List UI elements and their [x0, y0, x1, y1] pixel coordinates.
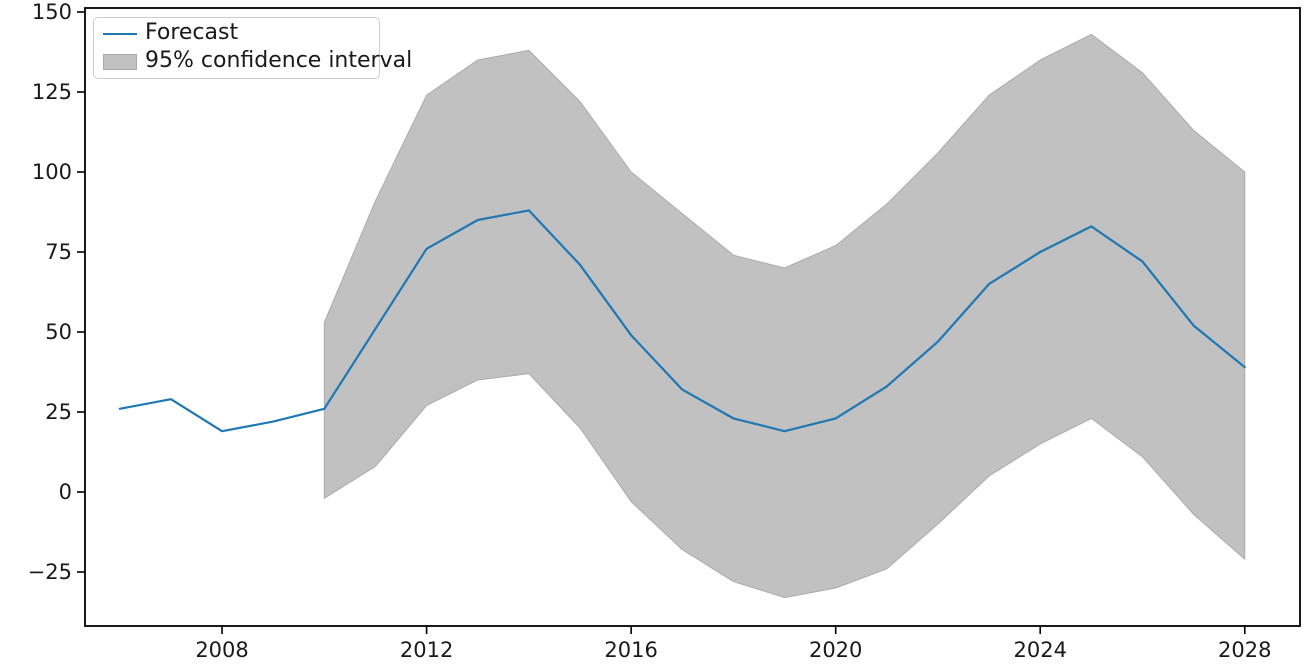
- y-tick-label: 50: [45, 320, 72, 344]
- legend-entry-confidence-interval: 95% confidence interval: [94, 48, 412, 75]
- confidence-band-swatch: [103, 53, 137, 70]
- forecast-line-swatch: [103, 33, 137, 36]
- x-tick-label: 2028: [1218, 638, 1271, 662]
- legend-label-confidence-interval: 95% confidence interval: [145, 47, 413, 73]
- y-tick-label: 75: [45, 240, 72, 264]
- y-tick-label: −25: [28, 560, 72, 584]
- x-tick-label: 2016: [604, 638, 657, 662]
- y-tick-label: 100: [32, 160, 72, 184]
- plot-border: [84, 7, 1301, 627]
- y-tick-label: 25: [45, 400, 72, 424]
- y-tick-label: 0: [59, 480, 72, 504]
- x-tick-label: 2008: [195, 638, 248, 662]
- legend-label-forecast: Forecast: [145, 20, 239, 46]
- legend-entry-forecast: Forecast: [94, 21, 379, 48]
- x-tick-label: 2012: [400, 638, 453, 662]
- forecast-line: [118, 209, 1246, 433]
- y-tick-label: 125: [32, 80, 72, 104]
- confidence-band: [323, 33, 1246, 599]
- y-tick-label: 150: [32, 0, 72, 24]
- legend: Forecast 95% confidence interval: [93, 17, 412, 79]
- x-tick-label: 2024: [1014, 638, 1067, 662]
- x-tick-label: 2020: [809, 638, 862, 662]
